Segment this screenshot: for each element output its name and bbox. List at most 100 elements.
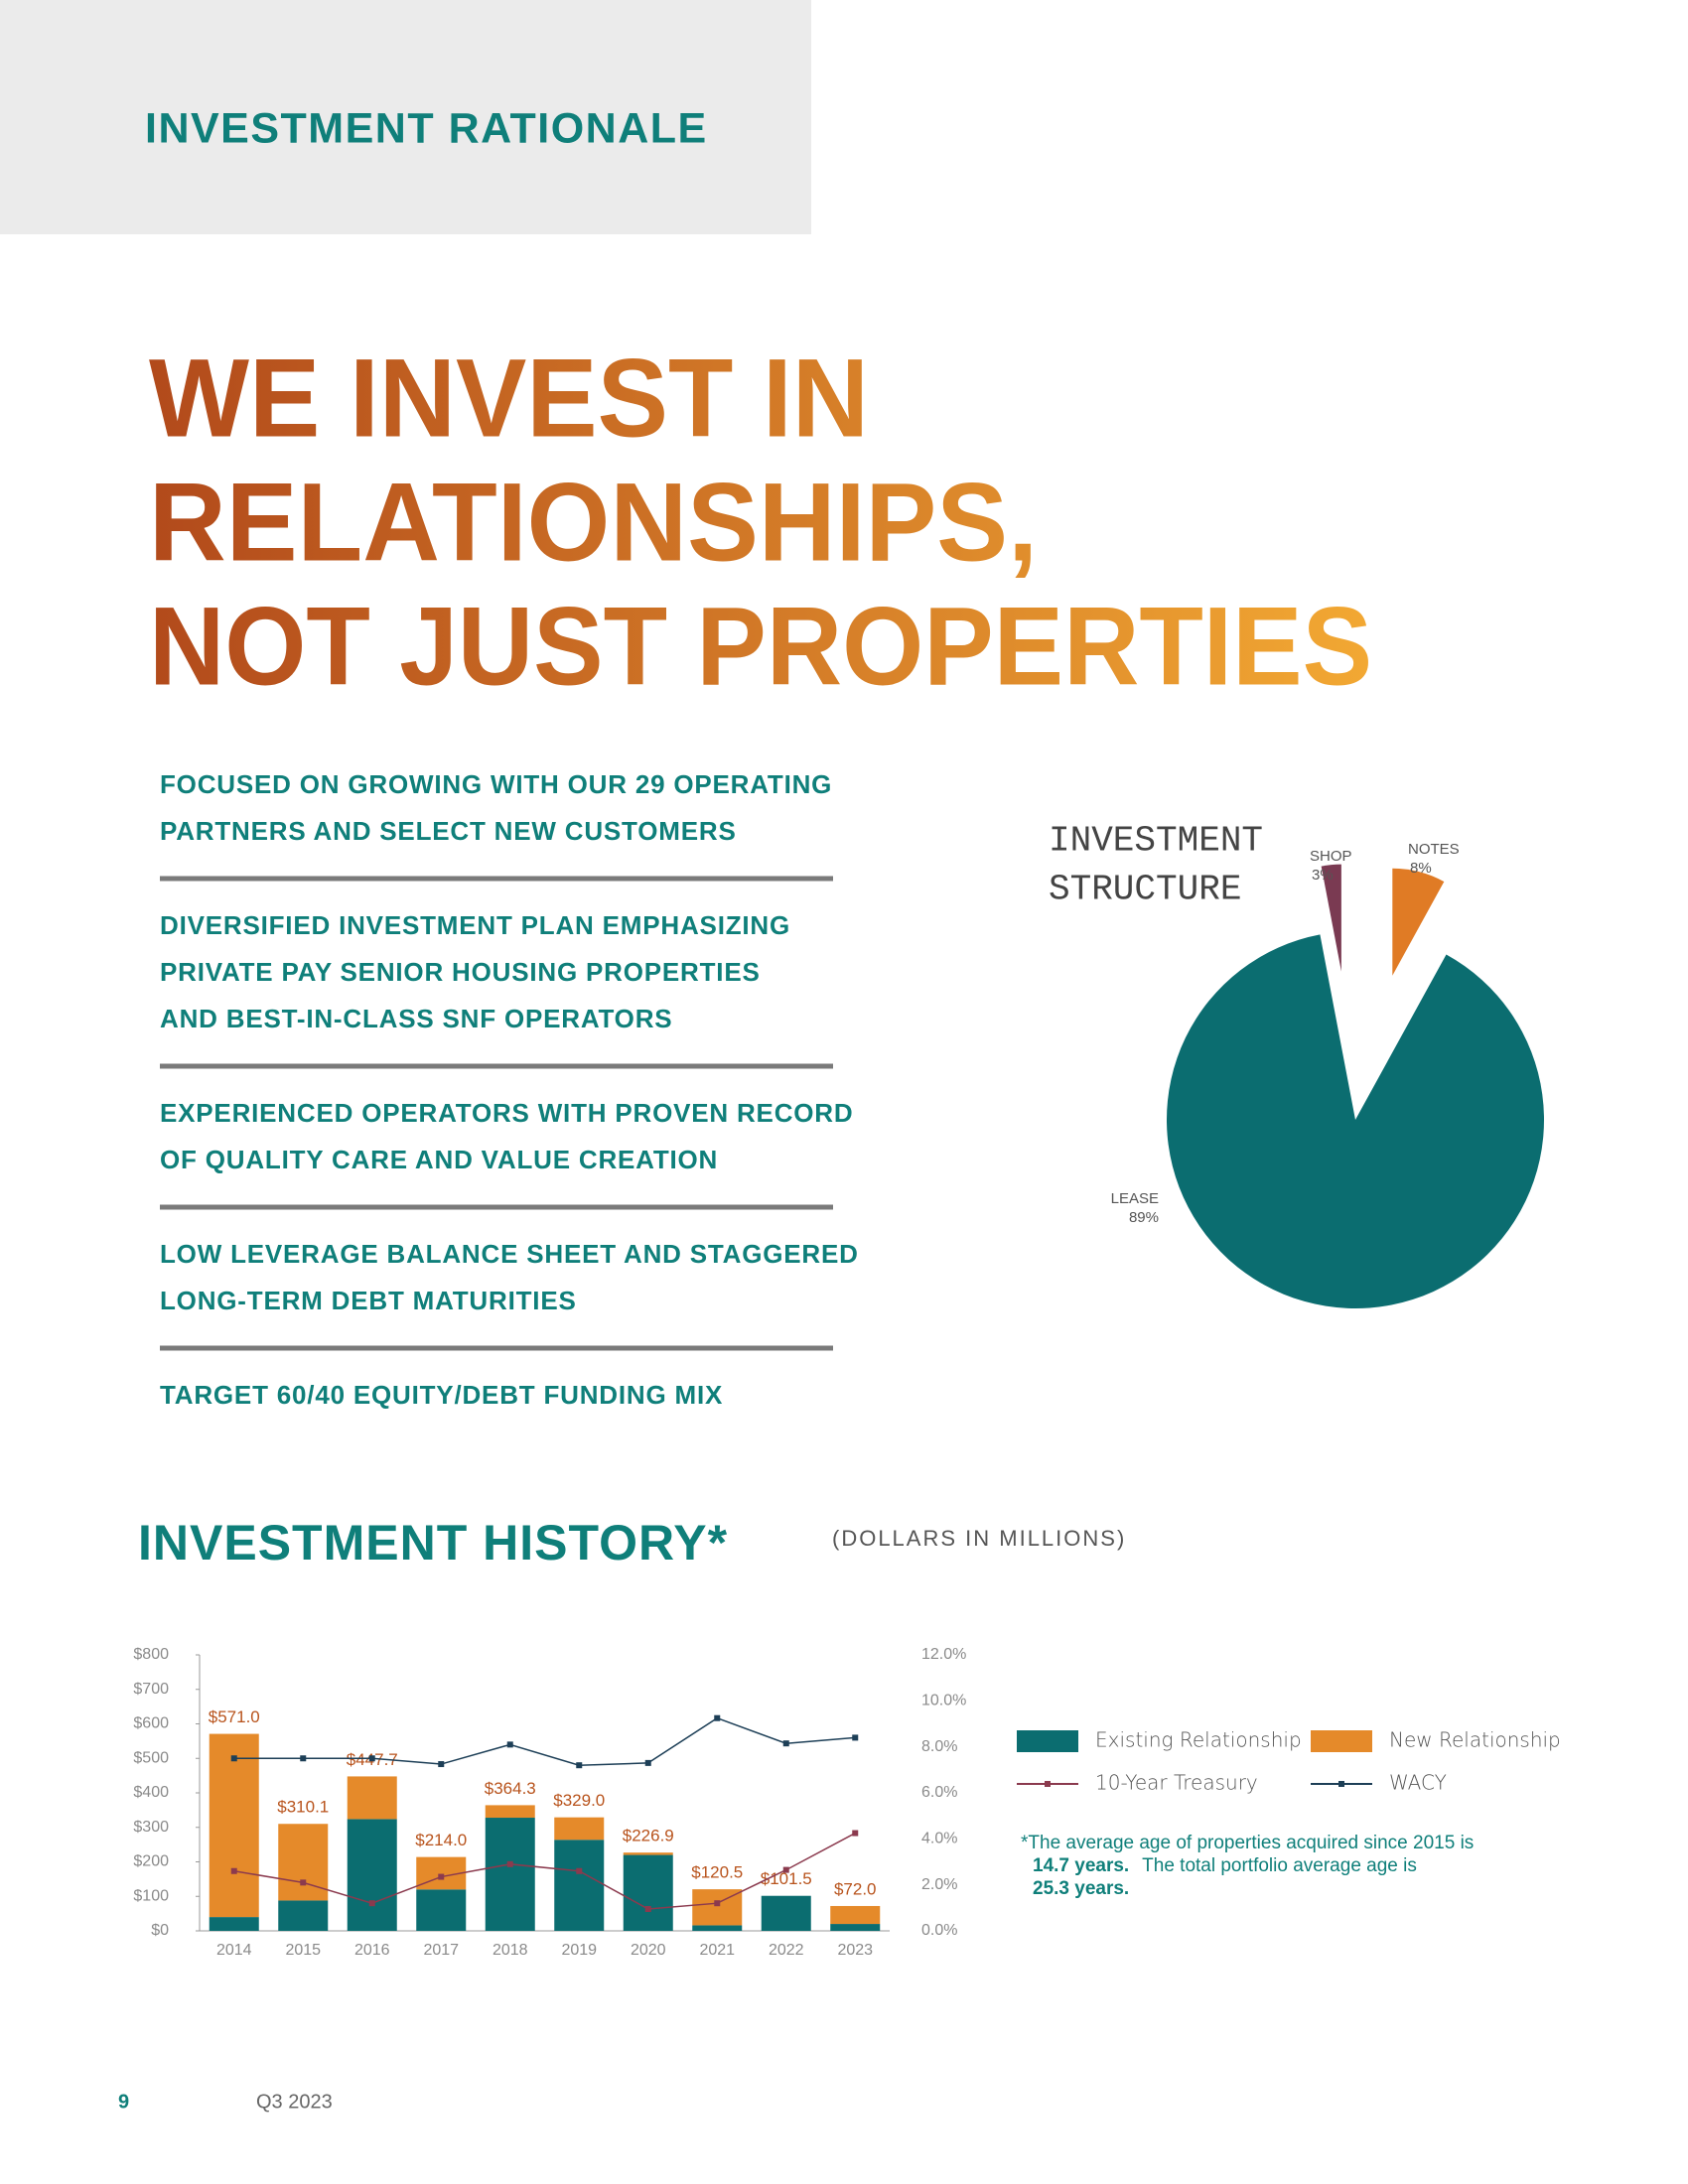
header-band — [0, 0, 811, 234]
bar-chart: $0 $100 $200 $300 $400 $500 $600 $700 $800 0.0% 2.… — [133, 1646, 1560, 1959]
legend-swatch — [1311, 1730, 1372, 1752]
bar-segment — [347, 1776, 397, 1820]
bullet-text: LOW LEVERAGE BALANCE SHEET AND STAGGERED — [160, 1239, 859, 1269]
total-label: $214.0 — [415, 1831, 467, 1849]
line-marker — [368, 1900, 375, 1907]
y2-tick-label: 2.0% — [921, 1876, 957, 1893]
total-label: $120.5 — [691, 1863, 743, 1882]
total-label: $364.3 — [485, 1779, 536, 1798]
y2-tick-label: 6.0% — [921, 1784, 957, 1801]
bar-segment — [416, 1889, 467, 1931]
line-marker — [782, 1740, 789, 1747]
bullet-text: PRIVATE PAY SENIOR HOUSING PROPERTIES — [160, 957, 761, 987]
footnote-text: *The average age of properties acquired … — [1021, 1833, 1474, 1853]
legend-marker — [1338, 1781, 1344, 1787]
bullet-text: TARGET 60/40 EQUITY/DEBT FUNDING MIX — [160, 1380, 723, 1410]
y2-tick-label: 12.0% — [921, 1646, 966, 1663]
slice-label: LEASE — [1111, 1190, 1159, 1207]
legend-label: Existing Relationship — [1095, 1728, 1302, 1752]
bullet-text: OF QUALITY CARE AND VALUE CREATION — [160, 1145, 718, 1174]
footnote-bold: 14.7 years. — [1033, 1855, 1129, 1876]
line-marker — [300, 1755, 307, 1762]
y-tick-label: $200 — [133, 1853, 169, 1870]
y-tick-label: $100 — [133, 1887, 169, 1904]
line-marker — [438, 1761, 445, 1768]
bullet-list: FOCUSED ON GROWING WITH OUR 29 OPERATING… — [160, 769, 859, 1410]
bar-segment — [623, 1854, 673, 1931]
line-marker — [300, 1879, 307, 1886]
y-tick-label: $400 — [133, 1784, 169, 1801]
bullet-text: LONG-TERM DEBT MATURITIES — [160, 1286, 577, 1315]
section-title: INVESTMENT HISTORY* — [138, 1515, 728, 1570]
x-tick-label: 2023 — [837, 1942, 873, 1959]
pie-chart: INVESTMENT STRUCTURE NOTES 8% LEASE 89% SHOP 3% — [1049, 821, 1545, 1308]
line-marker — [714, 1900, 721, 1907]
line-series — [233, 1716, 856, 1766]
total-label: $101.5 — [761, 1869, 812, 1888]
total-label: $226.9 — [623, 1827, 674, 1845]
line-marker — [782, 1866, 789, 1873]
bar-segment — [554, 1817, 605, 1841]
bar-segment — [554, 1840, 605, 1931]
total-label: $329.0 — [553, 1791, 605, 1810]
slice-value: 8% — [1410, 860, 1432, 877]
line-marker — [576, 1867, 583, 1874]
bar-segment — [761, 1895, 811, 1931]
bar-segment — [209, 1917, 259, 1931]
x-tick-label: 2015 — [285, 1942, 321, 1959]
legend-label: New Relationship — [1389, 1728, 1561, 1752]
bar-segment — [830, 1924, 881, 1931]
bar-segment — [278, 1824, 329, 1901]
line-marker — [438, 1873, 445, 1880]
bar-segment — [209, 1733, 259, 1918]
total-label: $310.1 — [277, 1798, 329, 1817]
pie-title: STRUCTURE — [1049, 870, 1241, 910]
header-title: INVESTMENT RATIONALE — [145, 104, 708, 152]
headline: WE INVEST IN RELATIONSHIPS, NOT JUST PRO… — [149, 337, 1372, 709]
x-tick-label: 2020 — [631, 1942, 666, 1959]
legend-label: WACY — [1389, 1771, 1447, 1795]
bar-segment — [830, 1905, 881, 1925]
legend-label: 10-Year Treasury — [1095, 1771, 1258, 1795]
line-marker — [506, 1741, 513, 1748]
line-marker — [852, 1734, 859, 1741]
bullet-text: EXPERIENCED OPERATORS WITH PROVEN RECORD — [160, 1098, 853, 1128]
bar-segment — [347, 1819, 397, 1931]
headline-line: RELATIONSHIPS, — [149, 461, 1038, 585]
y-tick-label: $700 — [133, 1681, 169, 1698]
total-label: $72.0 — [834, 1879, 877, 1898]
y2-tick-label: 4.0% — [921, 1831, 957, 1847]
pie-title: INVESTMENT — [1049, 821, 1263, 862]
bar-segment — [278, 1900, 329, 1931]
page-number: 9 — [118, 2091, 129, 2113]
headline-line: WE INVEST IN — [149, 337, 869, 461]
x-tick-label: 2014 — [216, 1942, 252, 1959]
line-marker — [644, 1905, 651, 1912]
footnote-bold: 25.3 years. — [1033, 1878, 1129, 1899]
line-series — [233, 1832, 856, 1910]
bullet-text: PARTNERS AND SELECT NEW CUSTOMERS — [160, 816, 737, 846]
x-tick-label: 2022 — [769, 1942, 804, 1959]
line-marker — [576, 1762, 583, 1769]
slice-value: 89% — [1129, 1209, 1159, 1226]
bullet-text: AND BEST-IN-CLASS SNF OPERATORS — [160, 1004, 672, 1033]
y-tick-label: $800 — [133, 1646, 169, 1663]
y2-tick-label: 8.0% — [921, 1738, 957, 1755]
bar-segment — [692, 1925, 743, 1931]
slice-value: 3% — [1312, 867, 1334, 884]
y2-tick-label: 0.0% — [921, 1922, 957, 1939]
legend-marker — [1045, 1781, 1051, 1787]
bar-segment — [485, 1818, 535, 1931]
total-label: $571.0 — [209, 1707, 260, 1726]
x-tick-label: 2019 — [561, 1942, 597, 1959]
y-tick-label: $600 — [133, 1715, 169, 1732]
x-tick-label: 2016 — [354, 1942, 390, 1959]
bullet-text: FOCUSED ON GROWING WITH OUR 29 OPERATING — [160, 769, 832, 799]
footnote: *The average age of properties acquired … — [1021, 1833, 1479, 1899]
legend-swatch — [1017, 1730, 1078, 1752]
pie-slice — [1321, 864, 1341, 972]
y-tick-label: $500 — [133, 1749, 169, 1766]
bar-segment — [623, 1852, 673, 1855]
line-marker — [714, 1714, 721, 1721]
